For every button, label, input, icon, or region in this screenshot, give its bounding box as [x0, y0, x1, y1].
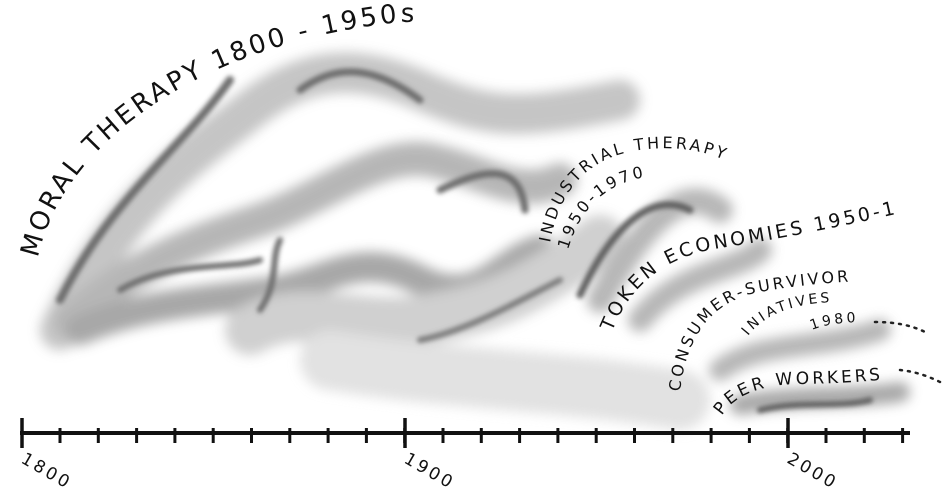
continuation-dots	[873, 320, 927, 334]
streams	[40, 52, 910, 430]
axis-ticks: 1800 1900 2000	[18, 418, 842, 494]
continuation-dots	[898, 368, 942, 384]
minor-ticks	[58, 428, 905, 443]
axis-tick-label: 1900	[401, 449, 459, 494]
axis-tick-label: 2000	[784, 449, 842, 494]
axis-tick-label: 1800	[18, 449, 76, 494]
